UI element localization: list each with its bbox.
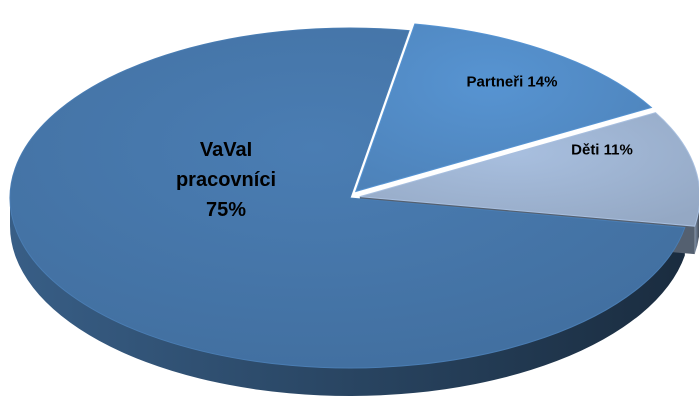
category-label: Partneři bbox=[466, 73, 524, 91]
slice bbox=[354, 23, 653, 193]
value-label: 11% bbox=[603, 141, 633, 159]
slice bbox=[9, 27, 686, 369]
data-label: Děti 11% bbox=[571, 142, 633, 159]
data-label: VaVaI pracovníci 75% bbox=[166, 135, 286, 225]
value-label: 14% bbox=[527, 73, 558, 91]
data-label: Partneři 14% bbox=[467, 74, 558, 91]
slice-side bbox=[694, 208, 699, 255]
value-label: 75% bbox=[205, 199, 247, 221]
category-label: Děti bbox=[571, 141, 600, 159]
slice bbox=[359, 112, 699, 227]
category-label: VaVaI pracovníci bbox=[175, 139, 277, 191]
